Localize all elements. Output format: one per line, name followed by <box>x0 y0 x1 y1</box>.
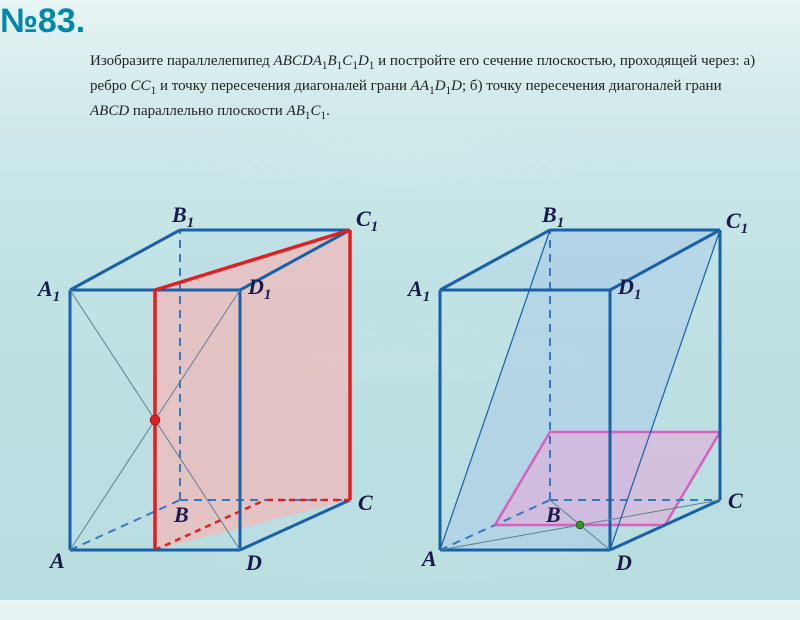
diagram-svg: B1C1A1D1ABCDB1C1A1D1ABCD <box>0 150 800 590</box>
svg-text:D: D <box>615 550 632 575</box>
problem-number: №83. <box>0 2 85 41</box>
problem-text: Изобразите параллелепипед ABCDA1B1C1D1 и… <box>90 50 760 125</box>
svg-text:C1: C1 <box>726 208 748 237</box>
svg-text:D: D <box>245 550 262 575</box>
svg-text:C1: C1 <box>356 206 378 235</box>
svg-text:C: C <box>358 490 373 515</box>
svg-text:C: C <box>728 488 743 513</box>
svg-text:A1: A1 <box>406 276 430 305</box>
svg-text:B: B <box>545 502 561 527</box>
svg-text:A: A <box>48 548 65 573</box>
svg-text:B1: B1 <box>171 202 194 231</box>
svg-text:A: A <box>420 546 437 571</box>
svg-text:B1: B1 <box>541 202 564 231</box>
svg-text:A1: A1 <box>36 276 60 305</box>
diagram-container: B1C1A1D1ABCDB1C1A1D1ABCD <box>0 150 800 590</box>
svg-text:B: B <box>173 502 189 527</box>
